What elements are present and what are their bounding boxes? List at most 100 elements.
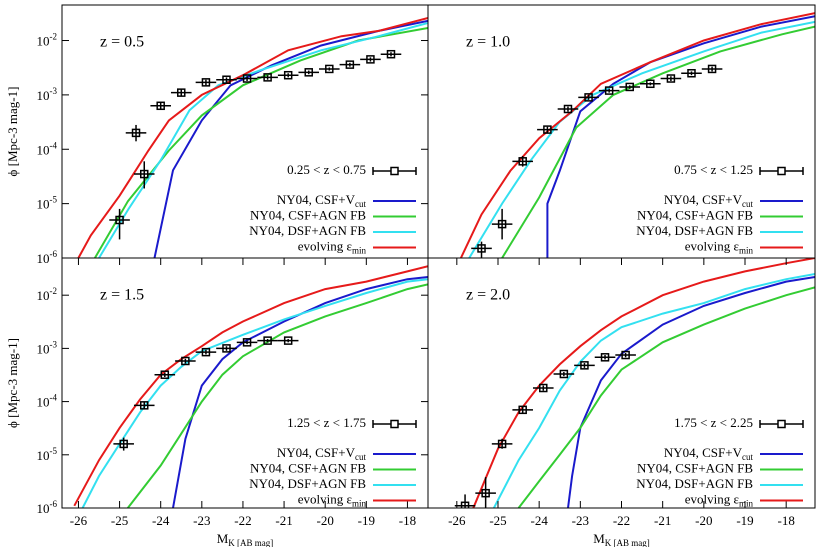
data-point: [160, 370, 170, 379]
legend-label: evolving εmin: [298, 238, 367, 255]
legend-label: NY04, DSF+AGN FB: [636, 223, 753, 238]
data-point: [177, 88, 186, 97]
annotation: z = 1.0: [466, 34, 510, 51]
legend-subscript: cut: [742, 452, 753, 462]
legend-label: NY04, CSF+Vcut: [664, 445, 754, 462]
data-point: [518, 405, 527, 415]
x-tick-label: -25: [489, 513, 506, 528]
model-line: [567, 276, 815, 508]
legend-name: NY04, DSF+AGN FB: [249, 223, 366, 238]
model-line: [501, 25, 815, 258]
x-tick-label: -19: [358, 513, 375, 528]
y-tick-label: 10-6: [37, 249, 58, 266]
x-tick-label: -26: [448, 513, 466, 528]
legend-subscript: min: [352, 246, 367, 256]
plot-area: [73, 265, 428, 508]
data-point: [580, 361, 589, 370]
y-tick-label: 10-5: [37, 446, 58, 463]
legend-label: NY04, CSF+Vcut: [277, 445, 367, 462]
legend-label: NY04, DSF+AGN FB: [636, 476, 753, 491]
data-point: [222, 75, 231, 84]
data-point: [539, 383, 548, 393]
legend-name: evolving ε: [298, 491, 353, 506]
data-point: [115, 215, 124, 225]
data-point: [156, 101, 165, 111]
legend-name: NY04, DSF+AGN FB: [249, 476, 366, 491]
legend-label: NY04, DSF+AGN FB: [249, 476, 366, 491]
model-line: [172, 276, 428, 508]
model-line: [98, 22, 428, 258]
data-point: [263, 336, 272, 345]
legend-label: NY04, DSF+AGN FB: [249, 223, 366, 238]
x-tick-label: -20: [695, 513, 712, 528]
data-point: [563, 104, 573, 114]
x-tick-label: -23: [572, 513, 589, 528]
x-tick-label: -18: [399, 513, 416, 528]
x-axis-label: MK [AB mag]: [593, 531, 650, 547]
x-tick-label: -24: [152, 513, 170, 528]
legend-subscript: cut: [355, 452, 366, 462]
data-point: [584, 93, 593, 102]
data-point: [386, 49, 396, 59]
data-point: [131, 128, 141, 138]
data-point: [139, 401, 149, 410]
data-point: [687, 69, 696, 78]
data-point: [242, 74, 252, 83]
data-point: [559, 369, 569, 379]
data-point: [283, 70, 293, 80]
legend-label: NY04, CSF+AGN FB: [637, 207, 753, 222]
legend-name: NY04, DSF+AGN FB: [636, 476, 753, 491]
y-tick-label: 10-4: [37, 140, 58, 157]
x-tick-label: -22: [613, 513, 630, 528]
legend-label: 0.75 < z < 1.25: [674, 162, 753, 177]
data-point: [263, 73, 272, 82]
data-point: [304, 68, 313, 77]
legend-label: NY04, CSF+Vcut: [664, 192, 754, 209]
data-point: [325, 64, 334, 74]
legend-name: NY04, CSF+AGN FB: [250, 460, 366, 475]
data-point: [345, 60, 355, 69]
x-tick-label: -24: [530, 513, 548, 528]
legend-subscript: cut: [355, 199, 366, 209]
plot-area: [77, 17, 428, 258]
legend-name: evolving ε: [298, 238, 353, 253]
data-point: [222, 344, 231, 353]
y-tick-label: 10-2: [37, 32, 58, 49]
data-point: [366, 55, 375, 64]
data-point: [543, 125, 552, 134]
y-tick-label: 10-5: [37, 195, 58, 212]
annotation: z = 2.0: [466, 287, 510, 304]
legend-label: evolving εmin: [685, 491, 754, 508]
y-tick-label: 10-2: [37, 286, 58, 303]
data-point: [242, 338, 252, 347]
legend-swatch: [390, 419, 399, 429]
legend-label: 1.75 < z < 2.25: [674, 415, 753, 430]
legend-swatch: [777, 419, 786, 429]
model-line: [127, 283, 428, 508]
model-line: [493, 273, 815, 508]
legend-name: NY04, CSF+V: [277, 192, 356, 207]
legend-label: NY04, CSF+AGN FB: [250, 207, 366, 222]
y-tick-label: 10-3: [37, 339, 58, 356]
data-point: [600, 353, 610, 362]
annotation: z = 0.5: [100, 34, 144, 51]
data-point: [646, 79, 655, 89]
x-tick-label: -21: [654, 513, 671, 528]
legend-name: NY04, CSF+V: [664, 192, 743, 207]
data-point: [625, 82, 634, 92]
legend-subscript: min: [739, 246, 754, 256]
data-point: [477, 244, 486, 253]
x-tick-label: -22: [234, 513, 251, 528]
data-point: [460, 501, 470, 508]
x-axis-label: MK [AB mag]: [217, 531, 274, 547]
x-tick-label: -26: [70, 513, 88, 528]
legend-label: 1.25 < z < 1.75: [287, 415, 366, 430]
data-point: [621, 350, 630, 360]
plot-area: [459, 12, 815, 258]
x-tick-label: -23: [193, 513, 210, 528]
legend-name: evolving ε: [685, 238, 740, 253]
legend-swatch: [777, 166, 786, 176]
legend-name: evolving ε: [685, 491, 740, 506]
legend-name: NY04, CSF+V: [664, 445, 743, 460]
